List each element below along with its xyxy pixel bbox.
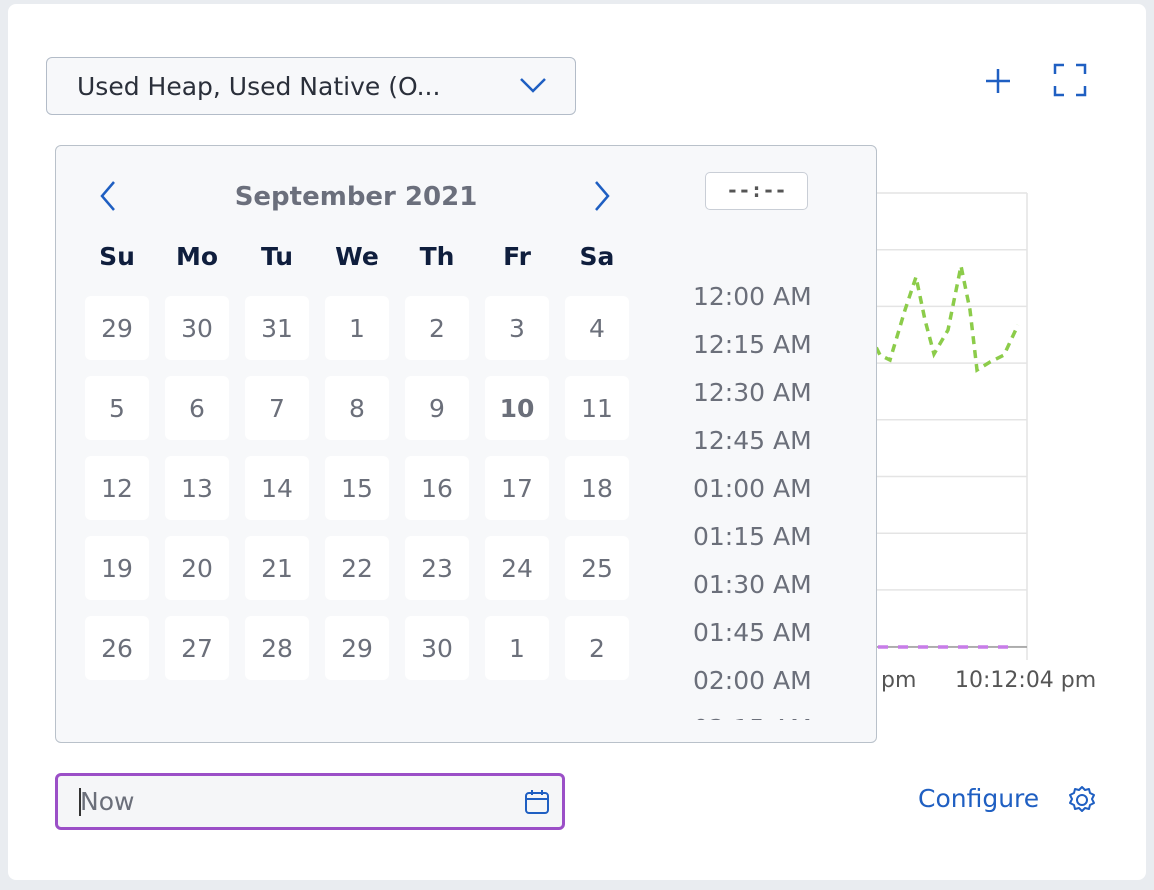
calendar-day[interactable]: 29 xyxy=(325,616,389,680)
gear-icon xyxy=(1069,786,1095,812)
calendar-day[interactable]: 11 xyxy=(565,376,629,440)
time-option[interactable]: 12:15 AM xyxy=(693,330,812,359)
time-option[interactable]: 01:15 AM xyxy=(693,522,812,551)
calendar-day[interactable]: 20 xyxy=(165,536,229,600)
weekday-header: We xyxy=(335,242,379,271)
calendar-day[interactable]: 12 xyxy=(85,456,149,520)
time-option[interactable]: 01:45 AM xyxy=(693,618,812,647)
text-caret xyxy=(79,788,81,816)
x-tick-label: 10:12:04 pm xyxy=(955,668,1097,693)
calendar-day[interactable]: 30 xyxy=(165,296,229,360)
expand-icon[interactable] xyxy=(1053,63,1087,97)
calendar-day[interactable]: 29 xyxy=(85,296,149,360)
calendar-day[interactable]: 21 xyxy=(245,536,309,600)
next-month-button[interactable] xyxy=(592,180,612,212)
series-line-used-heap xyxy=(868,265,1020,373)
calendar-day[interactable]: 15 xyxy=(325,456,389,520)
metric-select[interactable]: Used Heap, Used Native (O... xyxy=(46,57,576,115)
configure-label: Configure xyxy=(918,784,1040,813)
time-option[interactable]: 12:45 AM xyxy=(693,426,812,455)
calendar-day[interactable]: 26 xyxy=(85,616,149,680)
month-label: September 2021 xyxy=(234,182,478,212)
calendar-day[interactable]: 23 xyxy=(405,536,469,600)
plus-icon[interactable] xyxy=(984,67,1012,95)
time-list[interactable]: 12:00 AM 12:15 AM 12:30 AM 12:45 AM 01:00 AM… xyxy=(693,276,873,720)
time-option[interactable]: 01:00 AM xyxy=(693,474,812,503)
weekday-header: Th xyxy=(419,242,455,271)
calendar-day[interactable]: 1 xyxy=(325,296,389,360)
calendar-day[interactable]: 2 xyxy=(565,616,629,680)
calendar-day[interactable]: 19 xyxy=(85,536,149,600)
calendar-day[interactable]: 17 xyxy=(485,456,549,520)
calendar-day[interactable]: 28 xyxy=(245,616,309,680)
date-input[interactable]: Now xyxy=(55,773,565,830)
calendar-day[interactable]: 4 xyxy=(565,296,629,360)
time-input[interactable]: --:-- xyxy=(705,172,808,210)
calendar-day[interactable]: 14 xyxy=(245,456,309,520)
calendar-day[interactable]: 22 xyxy=(325,536,389,600)
calendar-day[interactable]: 27 xyxy=(165,616,229,680)
time-option[interactable]: 02:00 AM xyxy=(693,666,812,695)
metric-select-value: Used Heap, Used Native (O... xyxy=(77,71,441,101)
prev-month-button[interactable] xyxy=(98,180,118,212)
calendar-day[interactable]: 30 xyxy=(405,616,469,680)
calendar-day[interactable]: 5 xyxy=(85,376,149,440)
calendar-day[interactable]: 25 xyxy=(565,536,629,600)
calendar-day[interactable]: 7 xyxy=(245,376,309,440)
calendar-day[interactable]: 13 xyxy=(165,456,229,520)
calendar-day[interactable]: 6 xyxy=(165,376,229,440)
time-option[interactable]: 12:30 AM xyxy=(693,378,812,407)
calendar-icon[interactable] xyxy=(524,789,550,815)
time-option[interactable]: 02:15 AM xyxy=(693,708,873,720)
calendar-day[interactable]: 1 xyxy=(485,616,549,680)
chevron-down-icon xyxy=(520,78,546,93)
weekday-header: Tu xyxy=(260,242,294,271)
calendar-day[interactable]: 18 xyxy=(565,456,629,520)
calendar-day[interactable]: 16 xyxy=(405,456,469,520)
calendar-day[interactable]: 3 xyxy=(485,296,549,360)
time-option[interactable]: 12:00 AM xyxy=(693,282,812,311)
date-input-value: Now xyxy=(80,787,135,816)
calendar-day[interactable]: 8 xyxy=(325,376,389,440)
calendar-day[interactable]: 31 xyxy=(245,296,309,360)
calendar-day[interactable]: 10 xyxy=(485,376,549,440)
weekday-header: Su xyxy=(99,242,135,271)
weekday-header: Fr xyxy=(503,242,531,271)
time-option[interactable]: 01:30 AM xyxy=(693,570,812,599)
weekday-header: Mo xyxy=(175,242,219,271)
date-picker-popover: September 2021 Su Mo Tu We Th Fr Sa 29 30 31 1 2 3 4… xyxy=(55,145,877,743)
calendar-day[interactable]: 24 xyxy=(485,536,549,600)
calendar-day[interactable]: 2 xyxy=(405,296,469,360)
weekday-header: Sa xyxy=(579,242,615,271)
calendar-day[interactable]: 9 xyxy=(405,376,469,440)
configure-button[interactable]: Configure xyxy=(918,784,1095,813)
